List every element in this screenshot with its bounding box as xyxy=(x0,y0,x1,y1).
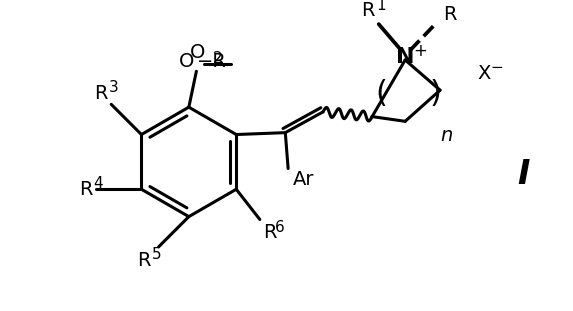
Text: (: ( xyxy=(376,78,387,108)
Text: X: X xyxy=(478,64,491,83)
Text: Ar: Ar xyxy=(293,170,315,189)
Text: N: N xyxy=(396,47,414,67)
Text: +: + xyxy=(414,43,427,60)
Text: −R: −R xyxy=(197,52,227,71)
Text: 3: 3 xyxy=(108,80,118,95)
Text: 4: 4 xyxy=(93,176,103,191)
Text: ): ) xyxy=(429,78,441,108)
Text: R: R xyxy=(138,251,151,270)
Text: I: I xyxy=(517,158,530,191)
Text: R: R xyxy=(94,84,108,103)
Text: 2: 2 xyxy=(213,51,223,66)
Text: 5: 5 xyxy=(152,247,162,262)
Text: R: R xyxy=(362,2,375,21)
Text: O: O xyxy=(179,52,194,71)
Text: O: O xyxy=(190,43,205,62)
Text: R: R xyxy=(79,180,92,199)
Text: R: R xyxy=(443,5,457,24)
Text: R: R xyxy=(264,223,277,242)
Text: n: n xyxy=(441,126,453,145)
Text: −: − xyxy=(490,60,503,75)
Text: 6: 6 xyxy=(275,220,285,234)
Text: 1: 1 xyxy=(376,0,386,13)
